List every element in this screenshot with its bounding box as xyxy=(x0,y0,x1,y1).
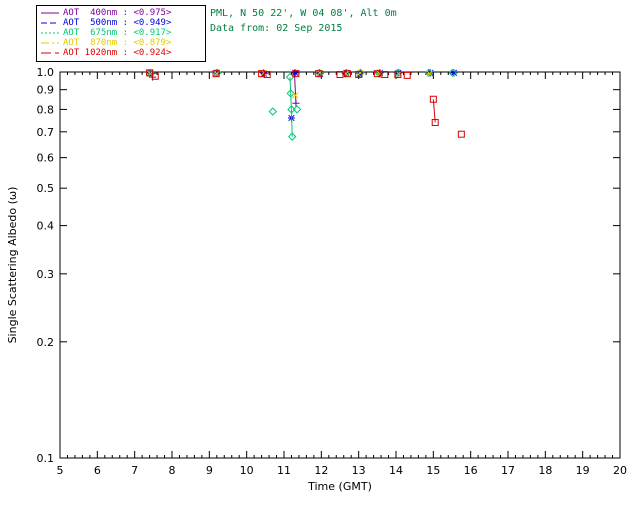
legend-row: AOT 400nm : <0.975> xyxy=(41,8,201,18)
y-tick-label: 0.3 xyxy=(37,268,55,281)
x-tick-label: 16 xyxy=(464,464,478,477)
data-point-marker xyxy=(287,105,296,114)
x-tick-label: 7 xyxy=(131,464,138,477)
legend-label: AOT 675nm : <0.917> xyxy=(63,28,172,38)
series-line-segment xyxy=(432,99,436,123)
x-tick-label: 10 xyxy=(240,464,254,477)
x-tick-label: 15 xyxy=(426,464,440,477)
series-line-segment xyxy=(290,93,292,110)
series-line-segment xyxy=(290,109,293,137)
legend-label: AOT 400nm : <0.975> xyxy=(63,8,172,18)
data-point-marker xyxy=(355,71,363,79)
x-tick-label: 13 xyxy=(352,464,366,477)
data-point-marker xyxy=(151,72,159,80)
data-point-marker xyxy=(286,89,295,98)
legend-box: AOT 400nm : <0.975> AOT 500nm : <0.949> AO… xyxy=(36,5,206,62)
legend-row: AOT 500nm : <0.949> xyxy=(41,18,201,28)
legend-line-sample xyxy=(41,22,59,24)
x-tick-label: 8 xyxy=(169,464,176,477)
data-point-marker xyxy=(394,71,402,79)
data-point-marker xyxy=(426,70,433,77)
data-point-marker xyxy=(263,71,271,79)
data-point-marker xyxy=(373,70,381,78)
legend-row: AOT 870nm : <0.879> xyxy=(41,38,201,48)
y-tick-label: 0.6 xyxy=(37,152,55,165)
data-point-marker xyxy=(336,71,344,79)
data-point-marker xyxy=(403,71,411,79)
y-tick-label: 0.7 xyxy=(37,126,55,139)
legend-line-sample xyxy=(41,12,59,14)
legend-line-sample xyxy=(41,52,59,54)
data-point-marker xyxy=(292,105,302,114)
legend-row: AOT 1020nm : <0.924> xyxy=(41,48,201,58)
data-point-marker xyxy=(288,132,297,141)
legend-label: AOT 870nm : <0.879> xyxy=(63,38,172,48)
data-point-marker xyxy=(343,70,351,78)
data-point-marker xyxy=(212,70,220,78)
x-tick-label: 9 xyxy=(206,464,213,477)
data-point-marker xyxy=(292,70,300,78)
series-aot-500nm xyxy=(146,69,458,122)
legend-label: AOT 1020nm : <0.924> xyxy=(63,48,172,58)
data-point-marker xyxy=(285,72,295,82)
series-line-segment xyxy=(293,72,297,104)
x-tick-label: 11 xyxy=(277,464,291,477)
x-tick-label: 17 xyxy=(501,464,515,477)
data-point-marker xyxy=(146,69,154,77)
data-point-marker xyxy=(431,118,439,126)
x-tick-label: 5 xyxy=(57,464,64,477)
y-tick-label: 0.2 xyxy=(37,336,55,349)
data-point-marker xyxy=(292,92,299,99)
plot-title: PML, N 50 22', W 04 08', Alt 0m xyxy=(210,8,397,19)
data-point-marker xyxy=(292,99,300,107)
data-point-marker xyxy=(213,69,221,77)
x-tick-label: 20 xyxy=(613,464,627,477)
x-tick-label: 18 xyxy=(538,464,552,477)
data-point-marker xyxy=(381,71,389,79)
x-tick-label: 6 xyxy=(94,464,101,477)
data-point-marker xyxy=(315,70,323,78)
x-axis-label: Time (GMT) xyxy=(307,480,372,493)
y-tick-label: 0.8 xyxy=(37,103,55,116)
y-tick-label: 1.0 xyxy=(37,66,55,79)
legend-line-sample xyxy=(41,42,59,44)
data-point-marker xyxy=(457,130,465,138)
series-aot-675nm xyxy=(146,68,457,141)
y-tick-label: 0.5 xyxy=(37,182,55,195)
legend-row: AOT 675nm : <0.917> xyxy=(41,28,201,38)
x-tick-label: 14 xyxy=(389,464,403,477)
y-tick-label: 0.4 xyxy=(37,220,55,233)
plot-subtitle: Data from: 02 Sep 2015 xyxy=(210,23,343,34)
plot-header: PML, N 50 22', W 04 08', Alt 0m Data fro… xyxy=(210,6,397,36)
data-point-marker xyxy=(448,68,457,78)
data-point-marker xyxy=(429,95,437,103)
y-tick-label: 0.9 xyxy=(37,84,55,97)
legend-label: AOT 500nm : <0.949> xyxy=(63,18,172,28)
data-point-marker xyxy=(450,69,458,77)
y-axis-label: Single Scattering Albedo (ω) xyxy=(6,187,19,344)
y-tick-label: 0.1 xyxy=(37,452,55,465)
series-aot-1020nm xyxy=(146,69,465,138)
x-tick-label: 19 xyxy=(576,464,590,477)
axes: 5 6 7 8 9 10 11 12 13 14 15 16 17 18 19 20 0.1 0.2 0.3 0.4 0… xyxy=(37,66,628,477)
data-point-marker xyxy=(291,69,299,77)
data-point-marker xyxy=(268,107,278,116)
legend-line-sample xyxy=(41,32,59,34)
x-tick-label: 12 xyxy=(314,464,328,477)
